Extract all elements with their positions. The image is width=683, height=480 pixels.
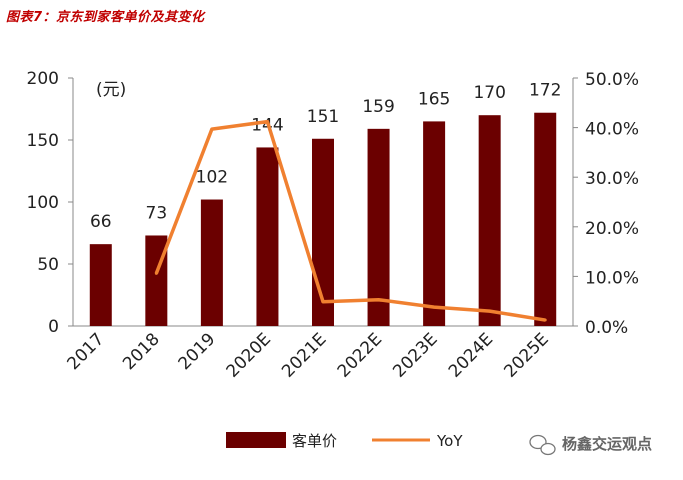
data-label: 66 [90,212,112,232]
y2-tick-label: 40.0% [585,120,639,140]
bar [89,244,112,326]
bar [200,199,223,326]
data-label: 165 [418,89,450,109]
y-tick-label: 150 [27,131,59,151]
yoy-point [432,305,436,309]
y-tick-label: 200 [27,69,59,89]
y2-tick-label: 0.0% [585,318,628,338]
y-tick-label: 0 [48,317,59,337]
watermark: 杨鑫交运观点 [529,434,652,456]
legend: 客单价 YoY [226,432,463,450]
y2-tick-label: 20.0% [585,219,639,239]
x-tick-label: 2017 [64,329,109,374]
yoy-point [265,120,269,124]
yoy-line [154,119,547,322]
y-tick-label: 100 [27,193,59,213]
y-tick-label: 50 [37,255,59,275]
wechat-icon [529,434,556,456]
yoy-point [543,318,547,322]
data-label: 170 [473,83,505,103]
yoy-point [154,271,158,275]
chart-title: 图表7：京东到家客单价及其变化 [6,10,205,25]
data-label: 73 [146,203,168,223]
x-tick-label: 2023E [389,329,441,381]
legend-swatch-bar [226,432,286,448]
x-tick-label: 2022E [334,329,386,381]
x-tick-label: 2018 [119,329,164,374]
bar [534,112,557,326]
data-label: 102 [196,168,228,188]
x-tick-label: 2019 [175,329,220,374]
x-tick-label: 2021E [278,329,330,381]
y2-tick-label: 50.0% [585,70,639,90]
legend-label-line: YoY [436,432,463,450]
yoy-point [210,127,214,131]
y2-tick-label: 10.0% [585,268,639,288]
x-tick-label: 2025E [500,329,552,381]
yoy-line-path [154,119,546,322]
x-tick-label: 2024E [445,329,497,381]
yoy-point [377,298,381,302]
y-unit-label: (元) [96,80,126,100]
bar [478,115,501,326]
x-tick-label: 2020E [223,329,275,381]
yoy-point [321,300,325,304]
bar [256,147,279,326]
y2-tick-label: 30.0% [585,169,639,189]
bar [367,128,390,326]
data-label: 151 [307,107,339,127]
watermark-text: 杨鑫交运观点 [562,435,652,453]
data-label: 172 [529,81,561,101]
legend-label-bar: 客单价 [292,432,337,450]
yoy-point [488,309,492,313]
bar [423,121,446,327]
data-label: 159 [362,97,394,117]
